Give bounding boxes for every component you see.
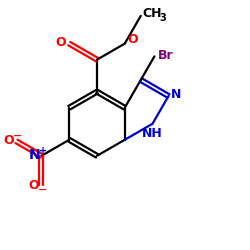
- Text: O: O: [4, 134, 14, 147]
- Text: NH: NH: [142, 128, 163, 140]
- Text: Br: Br: [158, 49, 174, 62]
- Text: +: +: [39, 146, 47, 156]
- Text: −: −: [38, 185, 48, 195]
- Text: O: O: [127, 34, 138, 46]
- Text: O: O: [55, 36, 66, 49]
- Text: N: N: [171, 88, 181, 101]
- Text: 3: 3: [159, 13, 166, 23]
- Text: CH: CH: [142, 7, 162, 20]
- Text: −: −: [13, 131, 22, 141]
- Text: N: N: [28, 148, 40, 162]
- Text: O: O: [28, 180, 39, 192]
